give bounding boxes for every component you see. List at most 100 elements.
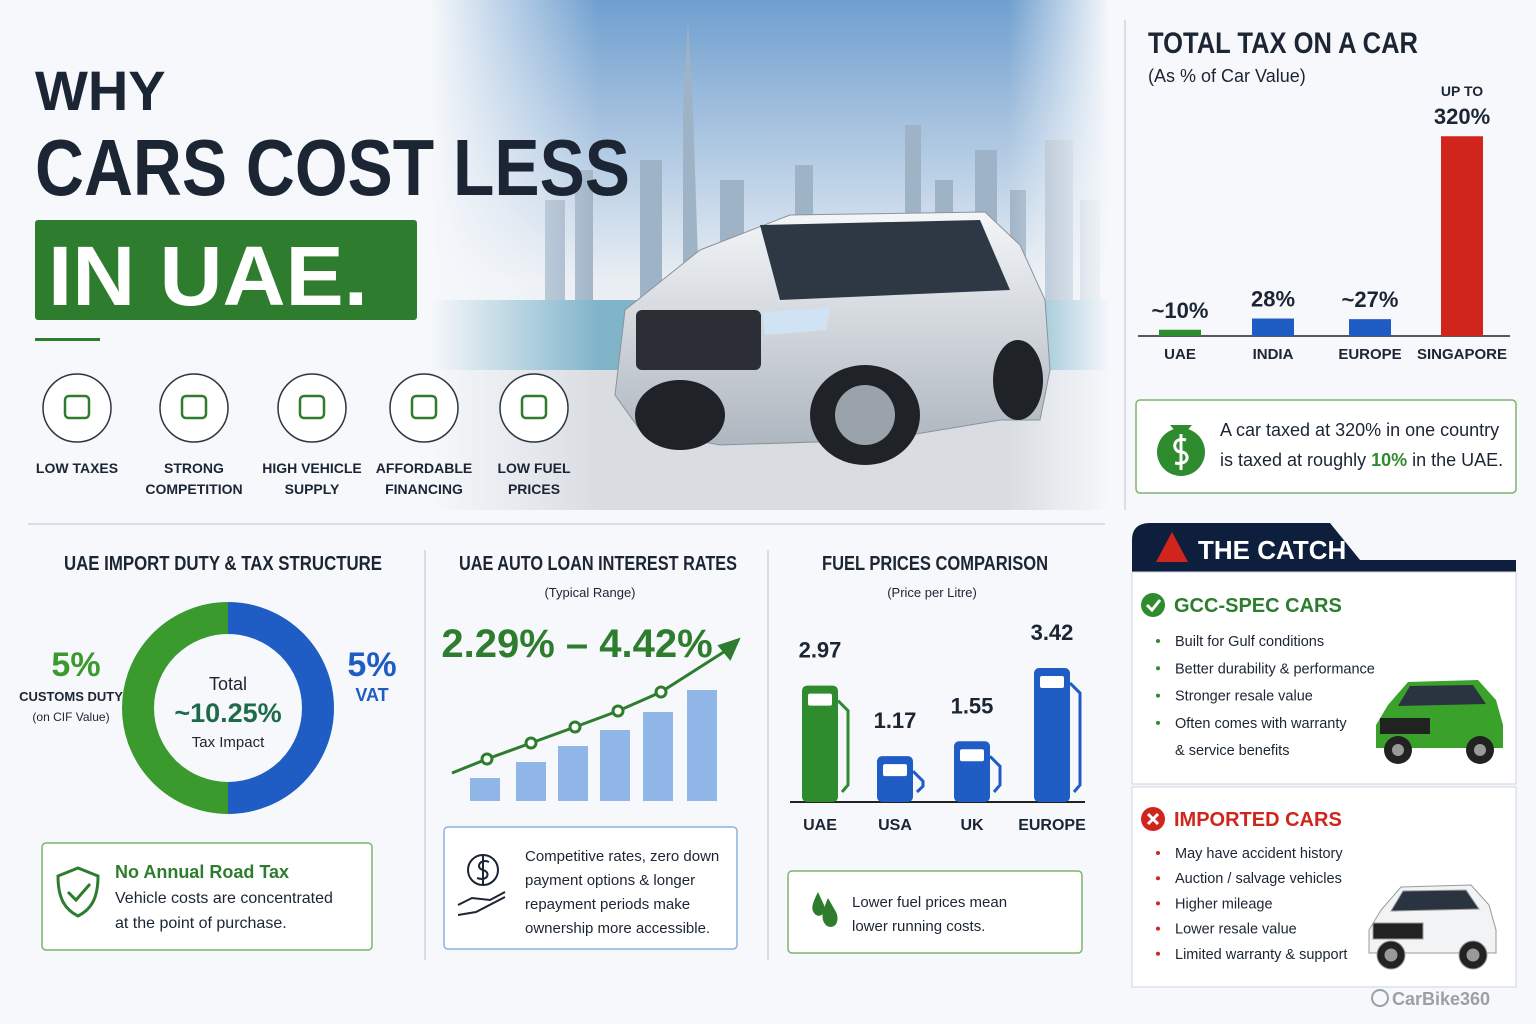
category-label: INDIA — [1253, 346, 1294, 363]
reason-icon — [499, 373, 569, 443]
center-label: Total — [209, 674, 247, 694]
logo-icon — [1371, 989, 1389, 1007]
rule — [35, 338, 100, 341]
shield-icon — [56, 866, 100, 918]
dividers — [28, 20, 1126, 960]
center-value: ~10.25% — [174, 698, 281, 728]
reason-glyph — [520, 394, 548, 420]
list-item: Built for Gulf conditions — [1175, 634, 1324, 650]
watermark: CarBike360 — [1392, 989, 1490, 1009]
note-text: in the UAE. — [1407, 450, 1503, 470]
list-title: IMPORTED CARS — [1174, 809, 1342, 831]
title-line: IN UAE. — [48, 229, 368, 323]
reason-label: LOW TAXES — [36, 460, 118, 476]
donut-segment — [227, 602, 334, 814]
category-label: SINGAPORE — [1417, 346, 1507, 363]
reason-label: STRONG — [164, 460, 224, 476]
center-note: Tax Impact — [192, 734, 265, 751]
category-label: EUROPE — [1018, 817, 1086, 834]
note-text: is taxed at roughly — [1220, 450, 1371, 470]
reason-icon — [277, 373, 347, 443]
note-text: at the point of purchase. — [115, 915, 287, 932]
value-label: 320% — [1434, 104, 1490, 129]
chart-subtitle: (As % of Car Value) — [1148, 66, 1306, 86]
reason-glyph — [410, 394, 438, 420]
fuel-pump — [1034, 668, 1070, 802]
reason-label: AFFORDABLE — [376, 460, 472, 476]
category-label: UAE — [1164, 346, 1196, 363]
note-box — [1135, 399, 1517, 494]
pump-window — [883, 764, 907, 777]
list-item: Higher mileage — [1175, 896, 1273, 912]
list-item: Limited warranty & support — [1175, 947, 1347, 963]
value-label: 1.17 — [874, 708, 917, 733]
reason-icon — [159, 373, 229, 443]
note-text: A car taxed at 320% in one country — [1220, 420, 1499, 440]
catch-header — [1132, 523, 1516, 572]
bar — [1441, 136, 1483, 336]
title-line: WHY — [35, 59, 166, 122]
list-item: Stronger resale value — [1175, 689, 1313, 705]
segment-value: 5% — [347, 646, 396, 684]
value-label: 3.42 — [1031, 620, 1074, 645]
reason-label: SUPPLY — [285, 481, 340, 497]
segment-value: 5% — [51, 646, 100, 684]
pump-hose — [911, 770, 925, 794]
note-box — [443, 826, 738, 950]
reason-glyph — [298, 394, 326, 420]
list-item: May have accident history — [1175, 846, 1343, 862]
warning-icon — [1156, 532, 1188, 562]
bullet — [1156, 666, 1160, 671]
category-label: UK — [960, 817, 984, 834]
catch-title: THE CATCH — [1198, 535, 1346, 565]
list-item: Auction / salvage vehicles — [1175, 871, 1342, 887]
finance-icon — [457, 854, 506, 916]
section-subtitle: (Price per Litre) — [887, 585, 977, 600]
note-box — [41, 842, 373, 951]
fuel-pump — [877, 756, 913, 802]
reason-glyph — [63, 394, 91, 420]
pump-hose — [836, 699, 850, 793]
reason-label: HIGH VEHICLE — [262, 460, 362, 476]
reason-icon — [42, 373, 112, 443]
value-label: ~27% — [1342, 287, 1399, 312]
list-title: GCC-SPEC CARS — [1174, 595, 1342, 617]
value-label: 1.55 — [951, 693, 994, 718]
title-line: CARS COST LESS — [35, 123, 630, 212]
trend-bars — [470, 690, 717, 801]
pump-window — [1040, 676, 1064, 689]
section-title: UAE AUTO LOAN INTEREST RATES — [459, 553, 737, 575]
bullet — [1156, 720, 1160, 725]
note-text: payment options & longer — [525, 872, 695, 889]
bar — [1252, 318, 1294, 336]
pump-window — [808, 693, 832, 706]
note-text: Competitive rates, zero down — [525, 848, 719, 865]
money-bag-icon — [1157, 425, 1205, 476]
list-item: Better durability & performance — [1175, 661, 1375, 677]
value-label: 2.97 — [799, 638, 842, 663]
reason-glyph — [180, 394, 208, 420]
reason-label: FINANCING — [385, 481, 463, 497]
check-icon — [1145, 599, 1162, 613]
value-label: ~10% — [1152, 298, 1209, 323]
note-text: Lower fuel prices mean — [852, 894, 1007, 911]
bullet — [1156, 693, 1160, 698]
section-subtitle: (Typical Range) — [544, 585, 635, 600]
segment-label: CUSTOMS DUTY — [19, 689, 123, 704]
reason-label: LOW FUEL — [497, 460, 571, 476]
bullet — [1156, 639, 1160, 643]
fuel-pump — [802, 685, 838, 802]
list-item: & service benefits — [1175, 743, 1289, 759]
section-title: FUEL PRICES COMPARISON — [822, 553, 1048, 575]
title-highlight — [35, 220, 417, 320]
note-text: Vehicle costs are concentrated — [115, 890, 333, 907]
value-label: 28% — [1251, 287, 1295, 312]
note-text: repayment periods make — [525, 896, 690, 913]
reason-label: COMPETITION — [145, 481, 242, 497]
category-label: USA — [878, 817, 912, 834]
bullet — [1156, 926, 1160, 931]
bullet — [1156, 876, 1160, 881]
reason-icon — [389, 373, 459, 443]
pump-hose — [988, 755, 1002, 793]
value-prefix: UP TO — [1441, 83, 1483, 99]
